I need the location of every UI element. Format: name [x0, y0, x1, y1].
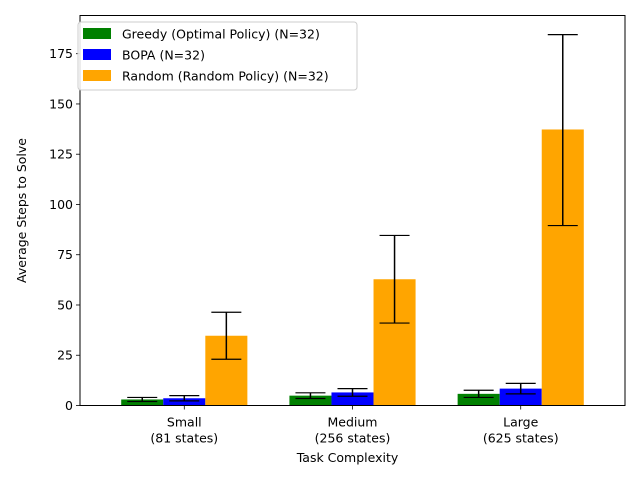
bars-group	[121, 129, 584, 406]
x-axis-label: Task Complexity	[296, 450, 399, 465]
bar	[163, 398, 206, 406]
x-tick-label: Medium	[328, 415, 378, 430]
y-tick-label: 100	[49, 197, 73, 212]
y-tick-label: 25	[57, 348, 73, 363]
legend-label: BOPA (N=32)	[122, 48, 205, 63]
y-tick-label: 50	[57, 297, 73, 312]
legend-label: Greedy (Optimal Policy) (N=32)	[122, 27, 320, 42]
x-tick-label: (625 states)	[483, 431, 559, 446]
y-axis-label: Average Steps to Solve	[14, 138, 29, 283]
x-tick-label: Large	[503, 415, 538, 430]
legend: Greedy (Optimal Policy) (N=32) BOPA (N=32…	[77, 21, 358, 91]
x-tick-label: (81 states)	[150, 431, 218, 446]
legend-label: Random (Random Policy) (N=32)	[122, 69, 329, 84]
bar	[289, 395, 332, 406]
y-tick-label: 0	[65, 398, 73, 413]
bar	[457, 393, 500, 406]
bar	[499, 388, 542, 406]
legend-swatch	[83, 49, 111, 60]
y-tick-label: 125	[49, 147, 73, 162]
legend-swatch	[83, 70, 111, 81]
y-axis: 0 25 50 75 100 125 150 175	[49, 46, 80, 413]
error-bars-group	[127, 33, 578, 403]
legend-box	[77, 21, 358, 91]
bar	[121, 399, 164, 406]
y-tick-label: 175	[49, 46, 73, 61]
y-tick-label: 75	[57, 247, 73, 262]
x-tick-label: (256 states)	[315, 431, 391, 446]
y-tick-label: 150	[49, 96, 73, 111]
legend-swatch	[83, 28, 111, 39]
x-axis: Small(81 states) Medium(256 states) Large(…	[150, 405, 559, 446]
x-tick-label: Small	[167, 415, 202, 430]
